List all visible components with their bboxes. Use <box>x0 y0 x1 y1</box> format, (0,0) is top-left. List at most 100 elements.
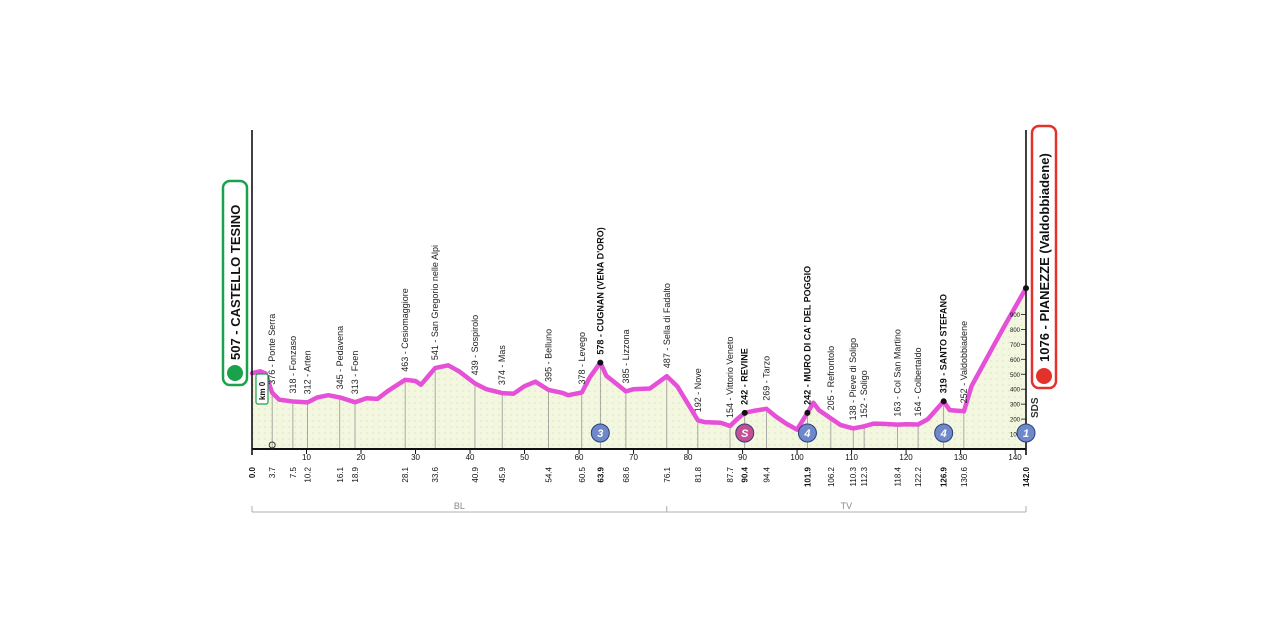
peak-marker <box>597 359 604 366</box>
place-label: 312 - Arten <box>303 350 313 394</box>
place-label: 164 - Colbertaldo <box>913 347 923 416</box>
place-km-label: 10.2 <box>304 466 313 482</box>
y-tick-label: 200 <box>1010 418 1021 424</box>
place-label: 541 - San Gregorio nelle Alpi <box>430 245 440 360</box>
place-km-label: 33.6 <box>431 466 440 482</box>
place-label: 205 - Refrontolo <box>826 346 836 411</box>
finish-flag-icon <box>1036 368 1052 384</box>
badge-label: S <box>741 428 749 440</box>
start-label: 507 - CASTELLO TESINO <box>228 205 243 360</box>
place-km-label: 130.6 <box>960 466 969 487</box>
peak-marker <box>804 409 811 416</box>
sds-label: SDS <box>1030 397 1041 418</box>
place-km-label: 18.9 <box>351 466 360 482</box>
place-label: 242 - REVINE <box>740 348 750 405</box>
place-km-label: 101.9 <box>803 466 812 487</box>
start-frame <box>221 179 249 387</box>
peak-marker <box>741 409 748 416</box>
place-km-label: 118.4 <box>893 466 902 486</box>
start-bike-icon <box>227 365 243 381</box>
place-km-label: 76.1 <box>663 466 672 482</box>
place-km-label: 112.3 <box>860 466 869 486</box>
place-label: 269 - Tarzo <box>762 356 772 401</box>
badge-label: 4 <box>803 428 810 440</box>
finish-frame <box>1030 124 1058 390</box>
badge-label: 3 <box>597 428 603 440</box>
place-km-label: 63.9 <box>596 466 605 482</box>
y-tick-label: 800 <box>1010 328 1021 334</box>
place-label: 319 - SANTO STEFANO <box>939 294 949 393</box>
province-label: BL <box>454 501 465 511</box>
place-km-label: 16.1 <box>336 466 345 482</box>
x-tick-label: 40 <box>466 453 475 462</box>
y-tick-label: 700 <box>1010 343 1021 349</box>
place-label: 395 - Belluno <box>544 329 554 382</box>
place-km-label: 0.0 <box>248 466 257 478</box>
place-km-label: 7.5 <box>289 466 298 478</box>
badge-label: 4 <box>940 428 947 440</box>
place-km-label: 87.7 <box>726 466 735 482</box>
place-km-label: 81.8 <box>694 466 703 482</box>
profile-plot: 10 20 30 40 50 60 70 80 90 100 110 120 130 140 100 200 3… <box>221 124 1058 513</box>
gpm-badge <box>934 423 954 443</box>
km0-frame <box>255 373 269 405</box>
peak-marker <box>940 398 947 405</box>
place-label: 163 - Col San Martino <box>892 329 902 417</box>
place-label: 578 - CUGNAN (VENA D'ORO) <box>595 227 605 354</box>
profile-area-texture <box>252 288 1026 449</box>
place-label: 487 - Sella di Fadalto <box>662 283 672 368</box>
y-tick-label: 500 <box>1010 373 1021 379</box>
x-tick-label: 100 <box>790 453 804 462</box>
x-tick-label: 10 <box>302 453 311 462</box>
place-km-label: 110.3 <box>849 466 858 486</box>
gpm-badge <box>590 423 610 443</box>
place-km-label: 142.0 <box>1022 466 1031 487</box>
finish-marker <box>1023 285 1029 292</box>
profile-line <box>249 285 1029 432</box>
x-tick-label: 70 <box>629 453 638 462</box>
place-km-label: 106.2 <box>827 466 836 487</box>
y-tick-label: 100 <box>1010 433 1021 439</box>
place-label: 252 - Valdobbiadene <box>959 321 969 403</box>
place-km-label: 90.4 <box>741 466 750 482</box>
x-tick-label: 20 <box>357 453 366 462</box>
place-label: 376 - Ponte Serra <box>267 314 277 385</box>
place-label: 192 - Nove <box>693 368 703 412</box>
feed-zone-icon <box>268 441 276 449</box>
y-tick-label: 400 <box>1010 388 1021 394</box>
place-km-label: 3.7 <box>268 466 277 478</box>
gpm-badge <box>797 423 817 443</box>
km0-label: km 0 <box>258 381 267 400</box>
x-tick-label: 90 <box>738 453 747 462</box>
place-km-label: 68.6 <box>622 466 631 482</box>
place-label: 138 - Pieve di Soligo <box>848 338 858 421</box>
province-label: TV <box>841 501 853 511</box>
place-label: 374 - Mas <box>497 345 507 386</box>
x-tick-label: 80 <box>684 453 693 462</box>
badge-label: 1 <box>1023 428 1029 440</box>
place-km-label: 28.1 <box>401 466 410 482</box>
place-km-label: 122.2 <box>914 466 923 487</box>
place-label: 318 - Fonzaso <box>288 336 298 394</box>
y-tick-label: 300 <box>1010 403 1021 409</box>
place-label: 345 - Pedavena <box>335 326 345 390</box>
x-tick-label: 130 <box>954 453 968 462</box>
place-km-label: 94.4 <box>763 466 772 482</box>
x-tick-label: 50 <box>520 453 529 462</box>
y-tick-label: 900 <box>1010 313 1021 319</box>
sprint-badge <box>735 423 755 443</box>
place-label: 152 - Soligo <box>859 370 869 418</box>
x-tick-label: 120 <box>899 453 913 462</box>
place-km-label: 40.9 <box>471 466 480 482</box>
place-label: 313 - Foen <box>350 351 360 395</box>
place-label: 463 - Cesiomaggiore <box>400 288 410 372</box>
place-km-label: 54.4 <box>545 466 554 482</box>
place-label: 378 - Levego <box>577 332 587 385</box>
place-km-label: 60.5 <box>578 466 587 482</box>
x-tick-label: 30 <box>411 453 420 462</box>
x-tick-label: 60 <box>575 453 584 462</box>
place-label: 242 - MURO DI CA' DEL POGGIO <box>802 266 812 405</box>
place-label: 154 - Vittorio Veneto <box>725 337 735 418</box>
place-km-label: 126.9 <box>940 466 949 487</box>
